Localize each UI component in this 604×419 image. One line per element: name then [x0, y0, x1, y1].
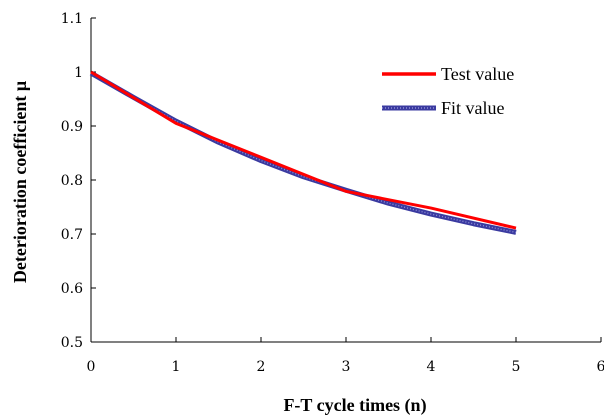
y-tick-label: 0.8 [61, 173, 83, 189]
series-layer [89, 70, 517, 235]
x-tick-label: 1 [172, 359, 181, 375]
y-axis-title: Deterioration coefficient μ [10, 81, 30, 283]
y-tick-label: 1.1 [61, 11, 83, 27]
series-line-test-value [90, 70, 517, 230]
x-ticks: 0 1 2 3 4 5 6 [87, 337, 604, 375]
plot-area: 0.5 0.6 0.7 0.8 0.9 1 1.1 0 1 2 3 4 5 6 [61, 11, 604, 375]
y-tick-label: 1 [74, 65, 83, 81]
legend: Test value Fit value [382, 64, 514, 118]
x-tick-label: 5 [512, 359, 521, 375]
y-ticks: 0.5 0.6 0.7 0.8 0.9 1 1.1 [61, 11, 96, 351]
x-tick-label: 6 [597, 359, 604, 375]
legend-label-fit-value: Fit value [441, 98, 505, 118]
y-tick-label: 0.5 [61, 335, 83, 351]
legend-label-test-value: Test value [441, 64, 514, 84]
y-tick-label: 0.6 [61, 281, 83, 297]
x-tick-label: 3 [342, 359, 351, 375]
series-line-fit-value [89, 70, 517, 235]
y-tick-label: 0.7 [61, 227, 83, 243]
series-line-fit-value-texture [90, 72, 517, 234]
x-axis-title: F-T cycle times (n) [283, 395, 426, 416]
y-tick-label: 0.9 [61, 119, 83, 135]
x-tick-label: 0 [87, 359, 96, 375]
x-tick-label: 2 [257, 359, 266, 375]
x-tick-label: 4 [427, 359, 436, 375]
